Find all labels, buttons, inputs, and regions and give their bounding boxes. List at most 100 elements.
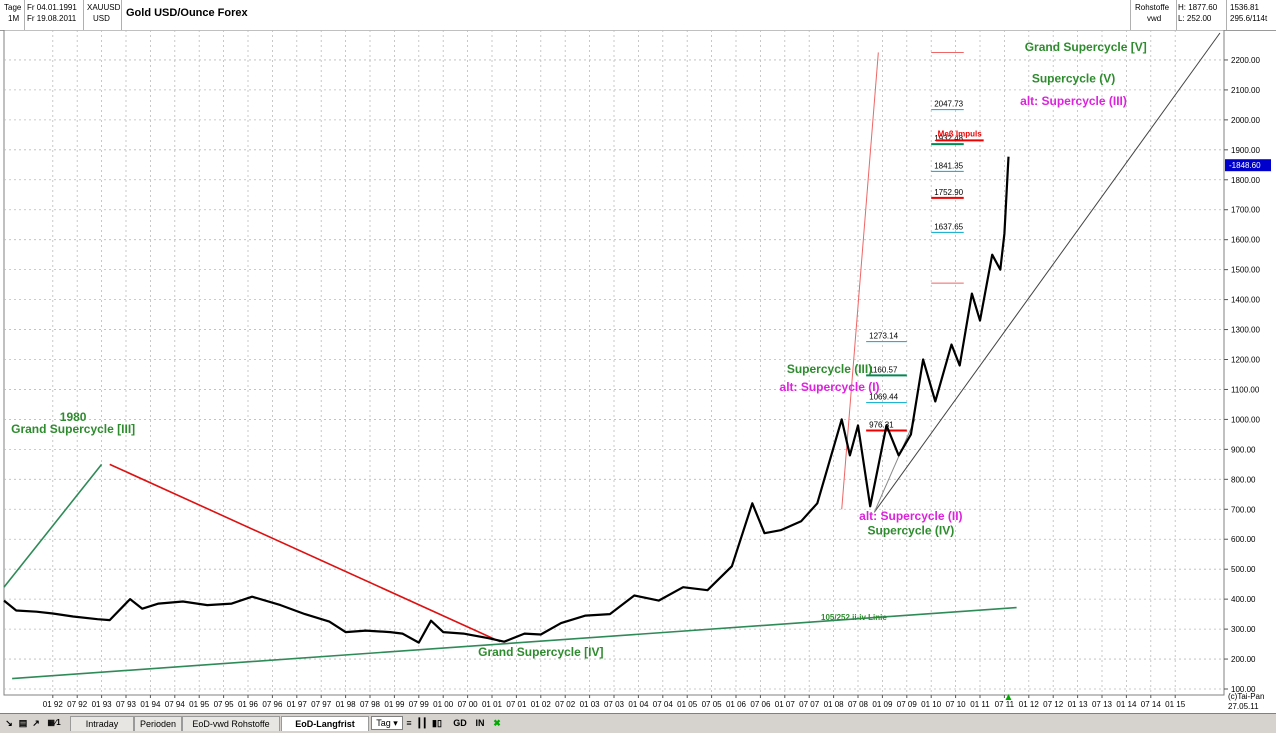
candles-icon[interactable]: ▮▯ [432,718,442,728]
trendline [3,463,103,588]
x-tick-label: 07 93 [116,700,137,709]
y-tick-label: 1900.00 [1231,146,1260,155]
y-tick-label: 1500.00 [1231,266,1260,275]
tab-eod-vwd-rohstoffe[interactable]: EoD-vwd Rohstoffe [182,716,280,731]
y-tick-label: 1400.00 [1231,296,1260,305]
tab-eod-langfrist[interactable]: EoD-Langfrist [281,716,369,731]
interval-cell[interactable]: Tage 1M [0,0,25,30]
x-tick-label: 01 98 [336,700,357,709]
x-tick-label: 07 95 [214,700,235,709]
y-tick-label: 1300.00 [1231,326,1260,335]
x-tick-label: 01 99 [384,700,405,709]
y-tick-label: 500.00 [1231,565,1256,574]
wave-annotation: Supercycle (III) [787,362,872,376]
indicator-icon[interactable]: ✖ [493,718,501,728]
x-tick-label: 07 01 [506,700,527,709]
trendline [12,606,1017,680]
extra-value-2: 295.6/114t [1230,14,1268,23]
x-tick-label: 01 00 [433,700,454,709]
fib-level-label: 1932.48 [934,134,963,143]
fib-level-label: 1160.57 [869,365,898,374]
x-tick-label: 07 10 [946,700,967,709]
x-tick-label: 07 98 [360,700,381,709]
x-tick-label: 07 96 [262,700,283,709]
high-value: H: 1877.60 [1178,3,1218,12]
chart-header: Tage 1M Fr 04.01.1991 Fr 19.08.2011 XAUU… [0,0,1276,31]
x-tick-label: 07 99 [409,700,430,709]
date-to: Fr 19.08.2011 [27,14,77,23]
fib-level-label: 1069.44 [869,393,898,402]
x-tick-label: 01 03 [580,700,601,709]
grid-icon[interactable]: ▦∕1 [47,718,61,727]
wave-annotation: 105/252 ii-iv Linie [821,613,887,622]
exchange: Rohstoffe [1135,3,1170,12]
y-tick-label: 2100.00 [1231,86,1260,95]
symbol-cell: XAUUSD USD [83,0,122,30]
x-tick-label: 01 93 [92,700,113,709]
x-tick-label: 07 12 [1043,700,1064,709]
price-line [3,156,1010,644]
period-label: 1M [8,14,20,23]
y-tick-label: 900.00 [1231,445,1256,454]
gd-button[interactable]: GD [453,718,467,728]
x-tick-label: 01 09 [872,700,893,709]
wave-annotation: Supercycle (IV) [868,524,955,538]
x-tick-label: 01 94 [140,700,161,709]
x-tick-label: 07 97 [311,700,332,709]
x-tick-label: 01 05 [677,700,698,709]
y-tick-label: 300.00 [1231,625,1256,634]
trendline [109,463,501,643]
fib-level-label: 976.31 [869,421,894,430]
y-tick-label: 2000.00 [1231,116,1260,125]
wave-annotation: Meß Impuls [938,129,983,138]
x-tick-label: 07 03 [604,700,625,709]
low-value: L: 252.00 [1178,14,1212,23]
date-range-cell: Fr 04.01.1991 Fr 19.08.2011 [24,0,84,30]
draw-tool-icon[interactable]: ↘ [5,718,13,728]
scroll-marker-icon [1005,694,1012,700]
tab-perioden[interactable]: Perioden [134,716,182,731]
x-tick-label: 01 02 [531,700,552,709]
y-tick-label: 700.00 [1231,505,1256,514]
interval-select[interactable]: Tag ▾ [371,716,403,730]
y-tick-label: 1800.00 [1231,176,1260,185]
x-tick-label: 07 94 [165,700,186,709]
x-tick-label: 07 13 [1092,700,1113,709]
x-tick-label: 07 02 [555,700,576,709]
y-tick-label: 400.00 [1231,595,1256,604]
y-tick-label: 1200.00 [1231,356,1260,365]
wave-annotation: Grand Supercycle [V] [1025,40,1147,54]
x-tick-label: 01 92 [43,700,64,709]
extra-value-1: 1536.81 [1230,3,1259,12]
fib-level-label: 1637.65 [934,222,963,231]
y-tick-label: 2200.00 [1231,56,1260,65]
trendline [841,52,879,510]
x-tick-label: 01 96 [238,700,259,709]
bars-icon[interactable]: ┃┃ [416,718,428,728]
wave-annotation: 1980 [60,410,87,424]
x-tick-label: 01 10 [921,700,942,709]
y-tick-label: 800.00 [1231,475,1256,484]
y-tick-label: 100.00 [1231,685,1256,694]
x-tick-label: 07 04 [653,700,674,709]
fib-level-label: 1841.35 [934,161,963,170]
x-tick-label: 01 06 [726,700,747,709]
x-tick-label: 01 95 [189,700,210,709]
y-tick-label: 600.00 [1231,535,1256,544]
x-tick-label: 01 12 [1019,700,1040,709]
trendline [873,32,1221,513]
corner-label: 27.05.11 [1228,702,1259,711]
wave-annotation: Supercycle (V) [1032,71,1115,85]
interval-select-value: Tag [376,718,391,728]
date-from: Fr 04.01.1991 [27,3,77,12]
y-tick-label: 1100.00 [1231,385,1260,394]
print-icon[interactable]: ▤ [18,718,28,728]
x-tick-label: 07 06 [750,700,771,709]
cursor-icon[interactable]: ↗ [32,718,40,728]
tab-intraday[interactable]: Intraday [70,716,134,731]
interval-label: Tage [4,3,22,12]
price-chart[interactable]: 100.00 200.00 300.00 400.00 500.00 600.00 700.… [0,30,1276,713]
in-button[interactable]: IN [475,718,485,728]
wave-annotation: alt: Supercycle (II) [859,509,962,523]
list-icon[interactable]: ≡ [406,718,412,728]
